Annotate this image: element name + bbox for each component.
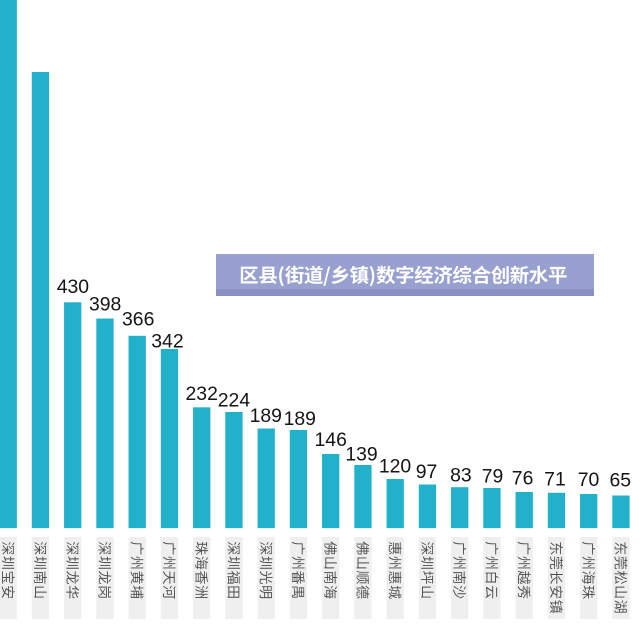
svg-text:71: 71 — [544, 469, 566, 491]
svg-text:224: 224 — [218, 390, 251, 412]
svg-text:76: 76 — [512, 468, 534, 490]
svg-text:120: 120 — [379, 456, 412, 478]
svg-text:65: 65 — [609, 469, 631, 491]
svg-text:146: 146 — [315, 429, 347, 451]
svg-text:70: 70 — [578, 469, 600, 491]
svg-text:342: 342 — [151, 330, 183, 352]
svg-text:232: 232 — [186, 383, 218, 405]
svg-text:79: 79 — [482, 465, 504, 487]
svg-text:189: 189 — [284, 408, 316, 430]
svg-text:189: 189 — [250, 405, 282, 427]
svg-text:97: 97 — [416, 461, 438, 483]
svg-text:430: 430 — [57, 276, 90, 298]
svg-text:398: 398 — [89, 294, 121, 316]
svg-text:83: 83 — [450, 464, 472, 486]
svg-text:366: 366 — [122, 308, 154, 330]
svg-text:139: 139 — [345, 444, 377, 466]
